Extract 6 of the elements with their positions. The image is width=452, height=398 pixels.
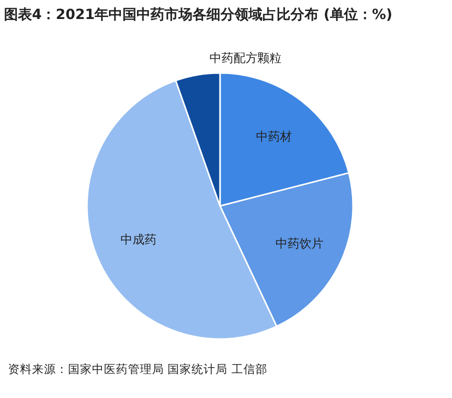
slice-label: 中药配方颗粒 (209, 51, 282, 66)
chart-title: 图表4：2021年中国中药市场各细分领域占比分布 (单位：%) (4, 6, 392, 24)
text: 资料来源：国家中医药管理局 国家统计局 工信部 (7, 361, 268, 377)
slice-label: 中成药 (120, 232, 157, 246)
slice-label: 中药饮片 (276, 236, 324, 250)
slice-label: 中药材 (256, 129, 292, 144)
